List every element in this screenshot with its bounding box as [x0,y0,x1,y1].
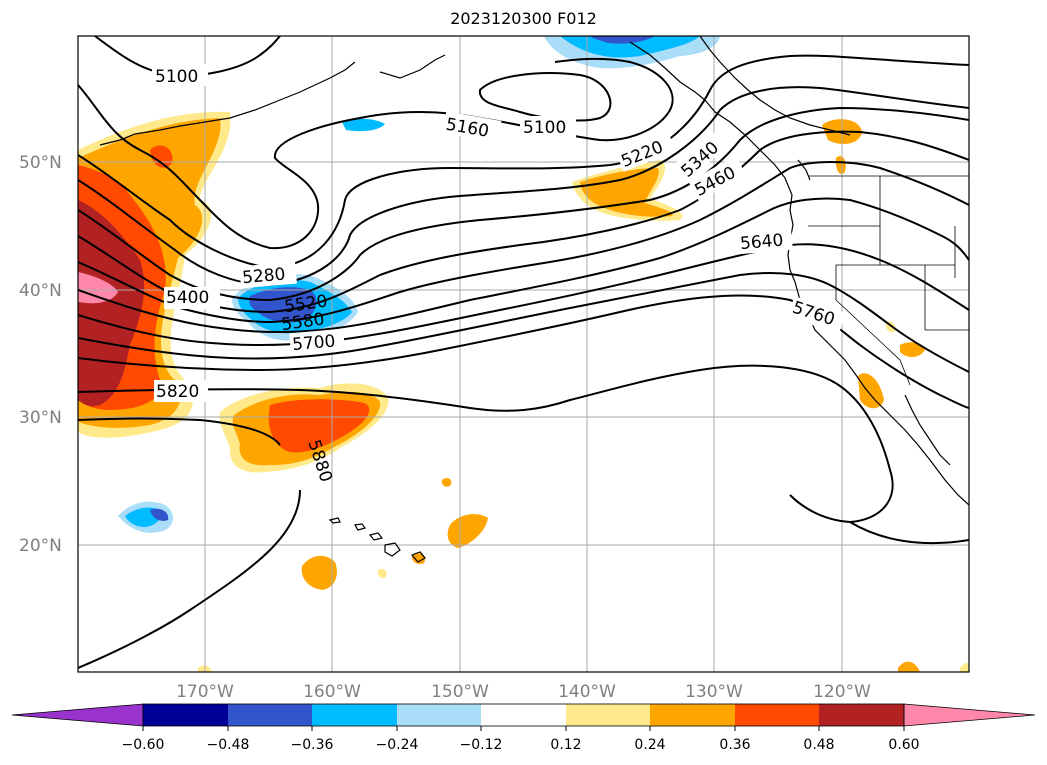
lon-label-130w: 130°W [685,682,743,702]
contour-label-5280: 5280 [241,265,286,289]
shading-warm-subtropical [219,383,389,473]
colorbar-tick-label: 0.60 [888,737,919,753]
map-title: 2023120300 F012 [450,9,597,28]
colorbar-segment [566,704,650,726]
lat-label-50n: 50°N [19,153,62,173]
colorbar: −0.60 −0.48 −0.36 −0.24 −0.12 0.12 0.24 … [11,703,1036,753]
contour-label-5400: 5400 [166,288,209,308]
contour-label-5640: 5640 [739,230,784,254]
colorbar-segment [819,704,904,726]
height-contours [78,36,969,669]
colorbar-tick-label: 0.24 [634,737,665,753]
contour-label-5820: 5820 [156,382,199,402]
lon-label-120w: 120°W [813,682,871,702]
colorbar-segment [143,704,228,726]
colorbar-tick-label: −0.60 [122,737,165,753]
colorbar-extend-high [903,703,1036,727]
colorbar-tick-label: 0.48 [803,737,834,753]
islands [328,517,426,563]
colorbar-tick-label: −0.12 [460,737,503,753]
shading-warm-islands [198,477,488,672]
lat-label-30n: 30°N [19,408,62,428]
map-area [78,36,969,672]
longitude-labels: 170°W 160°W 150°W 140°W 130°W 120°W [176,682,871,702]
lat-label-40n: 40°N [19,281,62,301]
lon-label-150w: 150°W [431,682,489,702]
colorbar-extend-low [11,703,144,727]
colorbar-tick-label: −0.36 [291,737,334,753]
lon-label-140w: 140°W [558,682,616,702]
colorbar-segment [735,704,819,726]
colorbar-segment [481,704,566,726]
coastlines [99,36,969,506]
colorbar-segment [312,704,397,726]
contour-label-5100-center: 5100 [523,118,566,138]
colorbar-tick-label: 0.36 [719,737,750,753]
lon-label-170w: 170°W [176,682,234,702]
lat-label-20n: 20°N [19,536,62,556]
colorbar-tick-label: −0.24 [376,737,419,753]
shading-cold [118,36,720,533]
colorbar-segment [397,704,481,726]
map-frame [77,35,970,673]
lon-label-160w: 160°W [303,682,361,702]
state-borders [808,175,969,386]
colorbar-tick-label: −0.48 [207,737,250,753]
latitude-labels: 50°N 40°N 30°N 20°N [19,153,62,556]
colorbar-segment [228,704,312,726]
contour-label-5700: 5700 [291,331,336,355]
contour-label-5100-nw: 5100 [155,67,198,87]
colorbar-segment [650,704,735,726]
colorbar-tick-label: 0.12 [550,737,581,753]
